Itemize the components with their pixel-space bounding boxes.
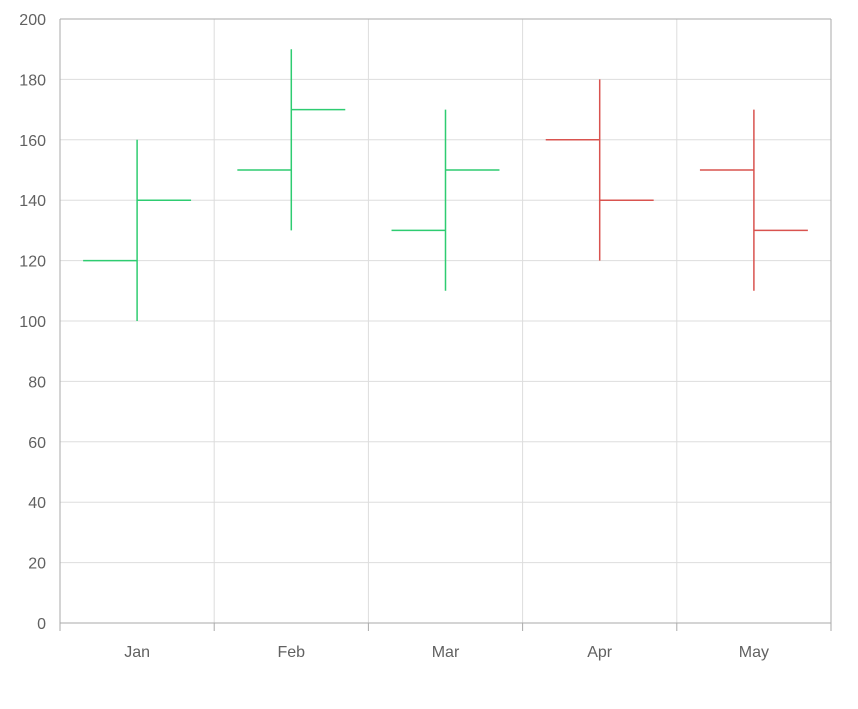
y-tick-label: 160 [19,133,46,150]
y-tick-label: 120 [19,254,46,271]
y-tick-label: 60 [28,435,46,452]
y-tick-label: 20 [28,556,46,573]
ohlc-bar-apr [545,79,654,261]
x-tick-label: Feb [278,644,306,661]
y-tick-label: 180 [19,72,46,89]
axis-layer [59,18,832,631]
ohlc-bar-mar [391,109,500,291]
y-tick-label: 140 [19,193,46,210]
ohlc-bar-may [699,109,808,291]
ohlc-bar-feb [237,49,346,231]
y-tick-label: 40 [28,495,46,512]
labels-layer: 0 20 40 60 80 100 120 140 160 180 200 Jan Feb Mar Apr M… [19,12,769,661]
x-tick-label: Mar [432,644,460,661]
ohlc-bar-jan [83,139,192,321]
y-tick-label: 100 [19,314,46,331]
x-tick-label: Jan [124,644,150,661]
x-tick-label: May [739,644,769,661]
y-tick-label: 200 [19,12,46,29]
x-tick-label: Apr [587,644,613,661]
y-tick-label: 0 [37,616,46,633]
marks-layer [83,49,808,321]
y-tick-label: 80 [28,374,46,391]
